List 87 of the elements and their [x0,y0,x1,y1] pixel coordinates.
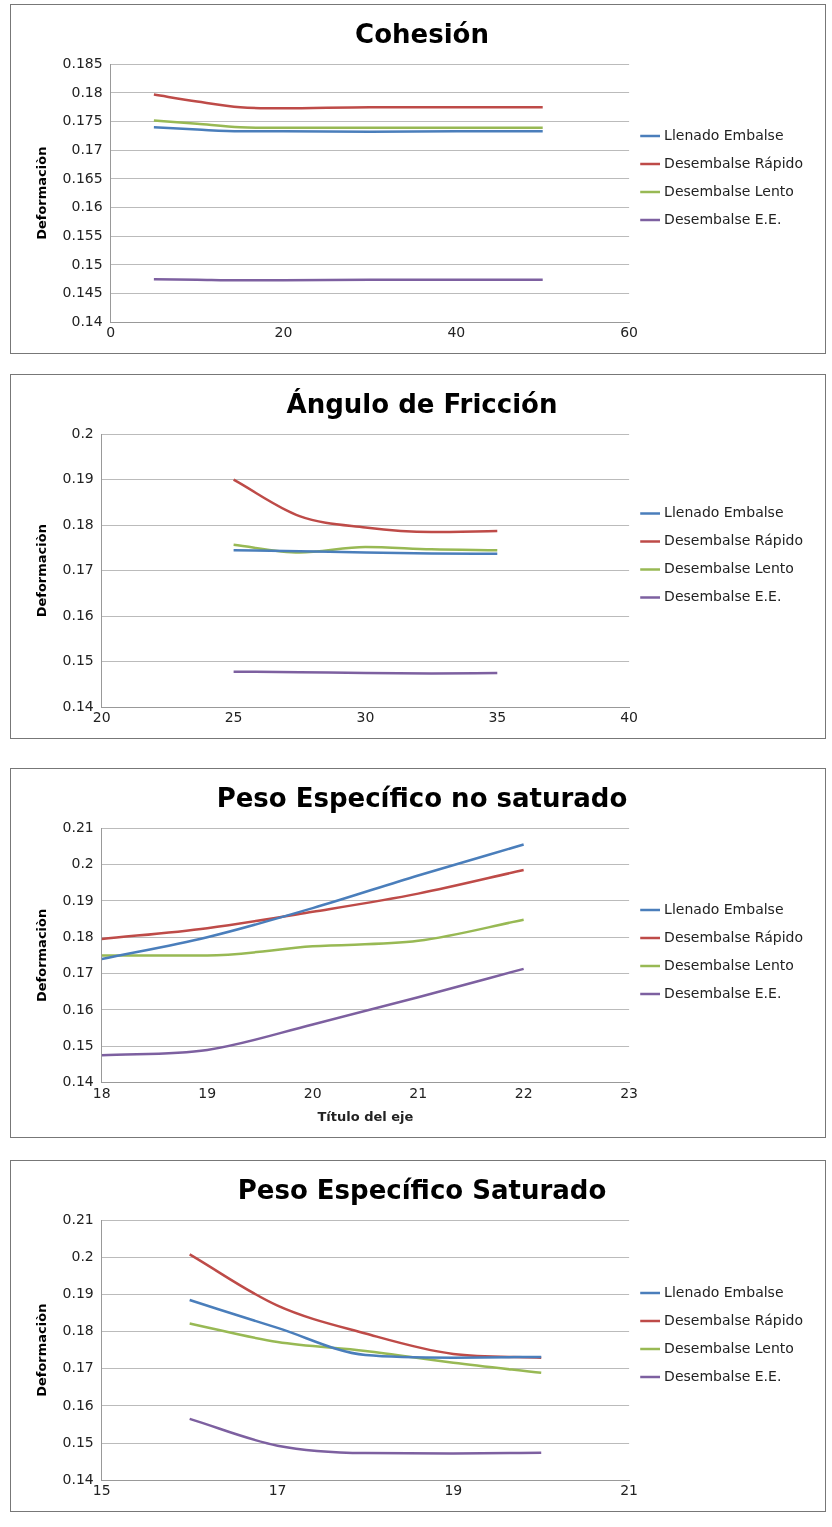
y-tick-label: 0.165 [62,169,103,186]
y-tick-label: 0.2 [71,1247,94,1264]
y-tick-label: 0.21 [62,818,94,835]
legend-label: Llenado Embalse [664,900,784,917]
legend-label: Desembalse Lento [664,1339,794,1356]
y-tick-label: 0.145 [62,284,103,301]
y-tick-label: 0.17 [71,140,103,157]
y-tick-label: 0.16 [62,1396,94,1413]
y-tick-label: 0.15 [62,652,94,669]
legend-label: Desembalse Rápido [664,154,804,171]
legend-label: Desembalse Rápido [664,928,804,945]
x-tick-label: 21 [409,1084,428,1101]
y-tick-label: 0.18 [71,83,103,100]
x-tick-label: 21 [620,1482,639,1499]
chart-title: Peso Específico Saturado [237,1175,607,1206]
x-tick-label: 25 [224,709,243,726]
line-series [101,918,525,957]
y-axis-title: Deformaciòn [34,908,50,1003]
x-tick-label: 17 [268,1482,287,1499]
line-series [188,1298,543,1359]
x-tick-label: 15 [92,1482,111,1499]
y-axis-title: Deformaciòn [34,146,50,240]
y-axis-title: Deformaciòn [34,1303,50,1397]
x-tick-label: 20 [92,709,111,726]
x-tick-label: 19 [444,1482,463,1499]
y-tick-label: 0.18 [62,515,94,532]
line-series [152,119,544,130]
y-tick-label: 0.2 [71,855,94,872]
chart-title: Peso Específico no saturado [216,783,628,814]
y-tick-label: 0.15 [71,255,103,272]
legend-label: Llenado Embalse [664,1283,784,1300]
y-tick-label: 0.155 [62,226,103,243]
y-tick-label: 0.16 [62,606,94,623]
y-tick-label: 0.175 [62,112,103,129]
x-tick-label: 20 [303,1084,322,1101]
x-tick-label: 20 [274,324,293,341]
legend-label: Desembalse Lento [664,956,794,973]
y-tick-label: 0.14 [71,312,103,329]
x-tick-label: 23 [620,1084,639,1101]
x-tick-label: 40 [447,324,466,341]
chart-title: Ángulo de Fricción [286,388,558,420]
x-axis-title: Título del eje [317,1108,414,1124]
legend-label: Desembalse Lento [664,560,794,577]
line-series [188,1322,543,1375]
y-tick-label: 0.2 [71,424,94,441]
chart-title: Cohesión [355,19,489,50]
x-tick-label: 22 [514,1084,533,1101]
y-tick-label: 0.14 [62,1470,94,1487]
line-series [188,1417,543,1455]
y-tick-label: 0.17 [62,1359,94,1376]
x-tick-label: 30 [356,709,375,726]
line-series [101,868,525,941]
line-series [152,93,544,110]
y-tick-label: 0.19 [62,470,94,487]
legend-label: Llenado Embalse [664,126,784,143]
y-axis-title: Deformaciòn [34,524,50,618]
y-tick-label: 0.15 [62,1036,94,1053]
line-series [232,478,499,534]
legend-label: Desembalse E.E. [664,588,782,605]
y-tick-label: 0.14 [62,1073,94,1090]
x-tick-label: 18 [92,1084,111,1101]
y-tick-label: 0.14 [62,697,94,714]
legend-label: Llenado Embalse [664,504,784,521]
x-tick-label: 0 [106,324,116,341]
y-tick-label: 0.18 [62,1322,94,1339]
legend-label: Desembalse E.E. [664,210,782,227]
legend-label: Desembalse Rápido [664,1311,804,1328]
y-tick-label: 0.17 [62,964,94,981]
legend-label: Desembalse E.E. [664,1367,782,1384]
x-tick-label: 40 [620,709,639,726]
legend-label: Desembalse Rápido [664,532,804,549]
y-tick-label: 0.15 [62,1433,94,1450]
legend-label: Desembalse Lento [664,182,794,199]
y-tick-label: 0.18 [62,927,94,944]
y-tick-label: 0.19 [62,1285,94,1302]
x-tick-label: 60 [620,324,639,341]
x-tick-label: 19 [198,1084,217,1101]
y-tick-label: 0.16 [62,1000,94,1017]
x-tick-label: 35 [488,709,507,726]
y-tick-label: 0.16 [71,198,103,215]
line-series [101,967,525,1057]
y-tick-label: 0.185 [62,54,103,71]
line-series [101,843,525,961]
y-tick-label: 0.19 [62,891,94,908]
legend-label: Desembalse E.E. [664,984,782,1001]
y-tick-label: 0.17 [62,561,94,578]
y-tick-label: 0.21 [62,1210,94,1227]
